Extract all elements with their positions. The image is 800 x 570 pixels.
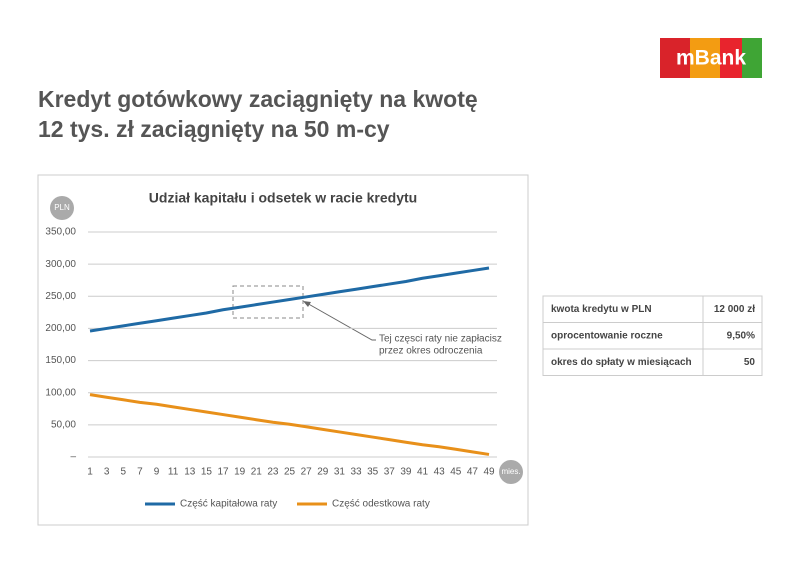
x-tick-label: 7 (137, 467, 143, 478)
x-tick-label: 29 (317, 467, 329, 478)
info-table: kwota kredytu w PLN 12 000 zł oprocentowan… (542, 295, 763, 376)
chart-frame (37, 174, 529, 526)
y-tick-label: 200,00 (45, 323, 76, 334)
x-tick-label: 45 (450, 467, 462, 478)
table-value: 50 (744, 357, 756, 368)
y-tick-label: 150,00 (45, 355, 76, 366)
table-row (542, 348, 763, 376)
y-tick-label: 350,00 (45, 227, 76, 238)
x-tick-label: 39 (400, 467, 412, 478)
table-label: okres do spłaty w miesiącach (551, 357, 692, 368)
table-value: 9,50% (727, 331, 755, 342)
highlight-box (232, 285, 304, 319)
x-tick-label: 21 (251, 467, 263, 478)
y-unit: PLN (54, 203, 70, 212)
y-tick-label: – (70, 452, 76, 463)
y-tick-label: 250,00 (45, 291, 76, 302)
data-line (89, 393, 490, 456)
page-title: 12 tys. zł zaciągnięty na 50 m-cy (38, 116, 390, 142)
x-tick-label: 9 (154, 467, 160, 478)
arrow-head (303, 301, 311, 307)
x-tick-label: 41 (417, 467, 429, 478)
unit-badge (50, 196, 74, 220)
unit-badge (499, 460, 523, 484)
annotation: przez okres odroczenia (379, 346, 483, 357)
table-value: 12 000 zł (714, 304, 755, 315)
x-tick-label: 13 (184, 467, 196, 478)
page-title: Kredyt gotówkowy zaciągnięty na kwotę (38, 86, 478, 112)
x-unit: mies. (501, 467, 520, 476)
data-line (89, 266, 490, 333)
x-tick-label: 35 (367, 467, 379, 478)
table-label: kwota kredytu w PLN (551, 304, 652, 315)
annotation: Tej częsci raty nie zapłacisz (379, 334, 502, 345)
x-tick-label: 23 (267, 467, 279, 478)
x-tick-label: 27 (301, 467, 313, 478)
x-tick-label: 33 (350, 467, 362, 478)
table-label: oprocentowanie roczne (551, 331, 663, 342)
x-tick-label: 25 (284, 467, 296, 478)
x-tick-label: 47 (467, 467, 479, 478)
y-tick-label: 300,00 (45, 259, 76, 270)
legend-label: Część odestkowa raty (332, 499, 430, 510)
chart-title: Udział kapitału i odsetek w racie kredyt… (149, 190, 417, 206)
table-row (542, 295, 763, 323)
x-tick-label: 43 (434, 467, 446, 478)
logo-text: mBank (676, 47, 746, 70)
y-tick-label: 50,00 (51, 419, 76, 430)
x-tick-label: 37 (384, 467, 396, 478)
x-tick-label: 5 (120, 467, 126, 478)
x-tick-label: 19 (234, 467, 246, 478)
x-tick-label: 3 (104, 467, 110, 478)
x-tick-label: 49 (483, 467, 495, 478)
x-tick-label: 1 (87, 467, 93, 478)
x-tick-label: 15 (201, 467, 213, 478)
x-tick-label: 17 (217, 467, 229, 478)
x-tick-label: 31 (334, 467, 346, 478)
annotation-arrow (304, 301, 376, 341)
x-tick-label: 11 (168, 467, 179, 478)
y-tick-label: 100,00 (45, 387, 76, 398)
legend-label: Część kapitałowa raty (180, 499, 277, 510)
logo: mBank (660, 38, 762, 78)
